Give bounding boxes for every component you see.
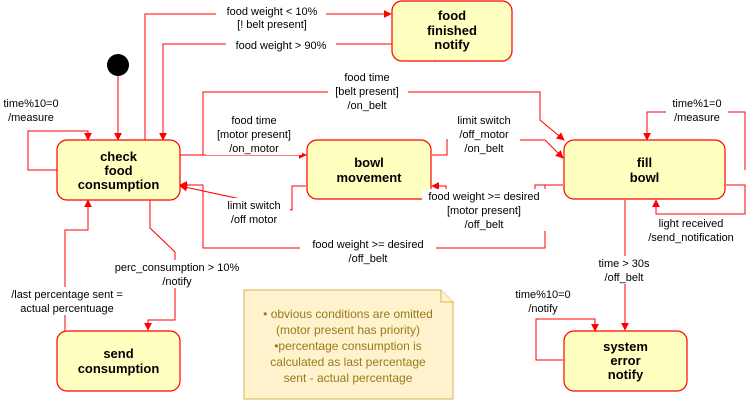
label-error-notify: time%10=0 /notify [510, 287, 576, 315]
label-line: [belt present] [335, 86, 399, 98]
state-line: check [100, 149, 138, 164]
label-line: /notify [528, 303, 558, 315]
label-last-percentage: /last percentage sent = actual percentua… [0, 287, 134, 315]
state-line: bowl [354, 155, 384, 170]
label-timeout: time > 30s /off_belt [590, 256, 658, 284]
label-food-low-belt: food weight < 10% [! belt present] [216, 4, 326, 31]
label-line: /off_belt [605, 272, 644, 284]
note-line: calculated as last percentage [270, 355, 426, 369]
label-measure-fill: time%1=0 /measure [666, 96, 728, 124]
label-line: food weight >= desired [312, 239, 423, 251]
label-line: /measure [674, 112, 720, 124]
state-line: bowl [630, 170, 660, 185]
note: • obvious conditions are omitted (motor … [243, 289, 454, 400]
state-line: system [603, 339, 648, 354]
label-line: time%1=0 [672, 98, 721, 110]
label-line: /on_belt [347, 100, 386, 112]
label-line: time%10=0 [3, 98, 58, 110]
label-line: [motor present] [217, 129, 291, 141]
note-line: •percentage consumption is [274, 339, 422, 353]
label-line: limit switch [457, 115, 510, 127]
state-check-food-consumption: check food consumption [56, 139, 181, 201]
label-line: /off_motor [459, 129, 509, 141]
state-fill-bowl: fill bowl [563, 139, 726, 200]
label-line: /last percentage sent = [11, 289, 123, 301]
label-measure-check: time%10=0 /measure [0, 96, 62, 124]
edge-limit-switch-on-belt [432, 139, 564, 159]
label-line: light received [659, 218, 724, 230]
edge-error-notify [535, 318, 599, 361]
label-light-received: light received /send_notification [636, 216, 746, 244]
label-desired-belt: food weight >= desired /off_belt [300, 237, 436, 265]
label-line: food weight < 10% [227, 6, 318, 18]
state-line: movement [336, 170, 402, 185]
state-line: consumption [78, 177, 160, 192]
state-line: send [103, 346, 133, 361]
state-line: error [610, 353, 640, 368]
label-line: perc_consumption > 10% [115, 262, 240, 274]
label-food-time-motor: food time [motor present] /on_motor [206, 113, 302, 155]
state-line: food [104, 163, 132, 178]
note-line: • obvious conditions are omitted [263, 307, 433, 321]
label-line: food time [344, 72, 389, 84]
label-line: /measure [8, 112, 54, 124]
label-food-time-belt: food time [belt present] /on_belt [328, 70, 408, 112]
label-line: /off motor [231, 214, 278, 226]
label-line: /on_motor [229, 143, 279, 155]
edge-measure-check [27, 130, 92, 171]
state-line: fill [637, 155, 652, 170]
state-bowl-movement: bowl movement [306, 139, 432, 200]
label-limit-switch-off-motor: limit switch /off motor [218, 198, 290, 226]
label-line: food weight > 90% [236, 40, 327, 52]
label-limit-switch-on-belt: limit switch /off_motor /on_belt [448, 113, 520, 155]
label-line: limit switch [227, 200, 280, 212]
note-line: (motor present has priority) [276, 323, 420, 337]
edge-last-percentage [64, 199, 92, 331]
label-line: [motor present] [447, 205, 521, 217]
label-line: /notify [162, 276, 192, 288]
note-line: sent - actual percentage [284, 371, 413, 385]
label-line: time%10=0 [515, 289, 570, 301]
state-send-consumption: send consumption [56, 330, 181, 392]
label-line: actual percentuage [20, 303, 114, 315]
label-line: [! belt present] [237, 19, 307, 31]
state-line: notify [434, 37, 470, 52]
label-line: /send_notification [648, 232, 734, 244]
label-desired-motor: food weight >= desired [motor present] /… [422, 189, 546, 231]
state-line: finished [427, 23, 477, 38]
edge-light-received [652, 184, 746, 215]
label-line: food weight >= desired [428, 191, 539, 203]
state-line: food [438, 8, 466, 23]
state-line: notify [608, 367, 644, 382]
state-system-error-notify: system error notify [563, 330, 688, 392]
label-perc-consumption: perc_consumption > 10% /notify [102, 260, 252, 288]
state-line: consumption [78, 361, 160, 376]
label-food-over-90: food weight > 90% [226, 38, 336, 52]
label-line: /off_belt [349, 253, 388, 265]
label-line: time > 30s [598, 258, 650, 270]
label-line: /on_belt [464, 143, 503, 155]
label-line: /off_belt [465, 219, 504, 231]
state-food-finished-notify: food finished notify [391, 0, 513, 62]
initial-state-dot [107, 54, 129, 76]
label-line: food time [231, 115, 276, 127]
